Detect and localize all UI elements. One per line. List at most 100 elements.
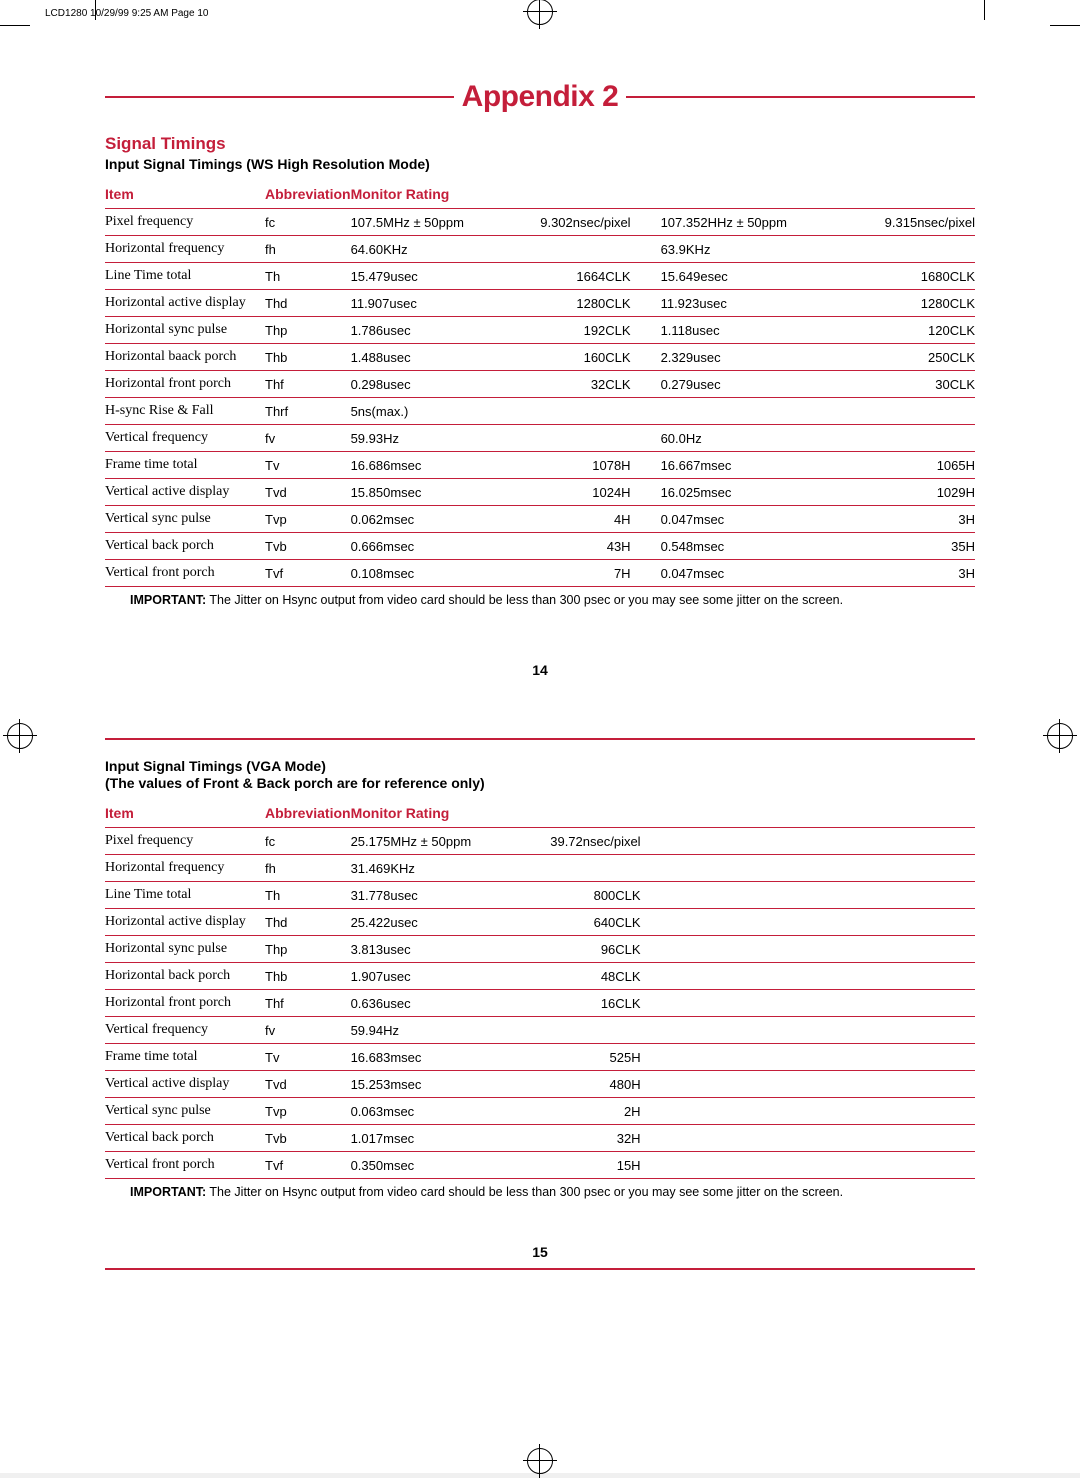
cell-item: Vertical frequency bbox=[105, 425, 265, 452]
cell-value: 0.047msec bbox=[661, 506, 826, 533]
cell-value: 60.0Hz bbox=[661, 425, 826, 452]
cell-value: 16.686msec bbox=[351, 452, 501, 479]
important-label: IMPORTANT: bbox=[130, 593, 206, 607]
cell-value: 59.93Hz bbox=[351, 425, 501, 452]
table-row: Pixel frequencyfc25.175MHz ± 50ppm39.72n… bbox=[105, 828, 975, 855]
table-row: Horizontal active displayThd11.907usec12… bbox=[105, 290, 975, 317]
cell-value: 31.469KHz bbox=[351, 855, 511, 882]
cell-abbr: fc bbox=[265, 828, 351, 855]
cell-empty bbox=[661, 990, 975, 1017]
cell-value bbox=[501, 236, 661, 263]
cell-value bbox=[826, 398, 975, 425]
cell-abbr: Tvd bbox=[265, 479, 351, 506]
cell-abbr: Tv bbox=[265, 1044, 351, 1071]
cell-value: 1.786usec bbox=[351, 317, 501, 344]
cell-value: 800CLK bbox=[511, 882, 661, 909]
cell-value: 39.72nsec/pixel bbox=[511, 828, 661, 855]
cell-abbr: Thp bbox=[265, 936, 351, 963]
cell-item: Horizontal active display bbox=[105, 290, 265, 317]
cell-value: 120CLK bbox=[826, 317, 975, 344]
cell-abbr: Tvb bbox=[265, 533, 351, 560]
appendix-title-row: Appendix 2 bbox=[105, 80, 975, 114]
cell-value bbox=[826, 425, 975, 452]
cell-value: 2.329usec bbox=[661, 344, 826, 371]
cell-item: Vertical front porch bbox=[105, 1152, 265, 1179]
cell-item: Vertical back porch bbox=[105, 1125, 265, 1152]
cell-value: 59.94Hz bbox=[351, 1017, 511, 1044]
page: LCD1280 10/29/99 9:25 AM Page 10 Appendi… bbox=[0, 0, 1080, 1473]
table-row: Horizontal sync pulseThp1.786usec192CLK1… bbox=[105, 317, 975, 344]
cell-item: Vertical back porch bbox=[105, 533, 265, 560]
cell-value: 96CLK bbox=[511, 936, 661, 963]
cell-abbr: Tvp bbox=[265, 506, 351, 533]
cell-item: Horizontal frequency bbox=[105, 236, 265, 263]
cell-empty bbox=[661, 1071, 975, 1098]
cell-value: 15.649esec bbox=[661, 263, 826, 290]
cell-item: Horizontal baack porch bbox=[105, 344, 265, 371]
col-header-abbr: Abbreviation bbox=[265, 801, 351, 828]
cell-value: 2H bbox=[511, 1098, 661, 1125]
page-number: 14 bbox=[105, 662, 975, 678]
table-row: Horizontal sync pulseThp3.813usec96CLK bbox=[105, 936, 975, 963]
cell-item: Horizontal sync pulse bbox=[105, 936, 265, 963]
cell-value: 0.108msec bbox=[351, 560, 501, 587]
table-row: Vertical back porchTvb1.017msec32H bbox=[105, 1125, 975, 1152]
cell-value: 0.666msec bbox=[351, 533, 501, 560]
cell-value: 1065H bbox=[826, 452, 975, 479]
cell-item: Vertical sync pulse bbox=[105, 1098, 265, 1125]
table-row: Vertical front porchTvf0.108msec7H0.047m… bbox=[105, 560, 975, 587]
cell-abbr: fv bbox=[265, 1017, 351, 1044]
cell-value: 16CLK bbox=[511, 990, 661, 1017]
cell-value bbox=[501, 425, 661, 452]
cell-value: 192CLK bbox=[501, 317, 661, 344]
cell-value: 0.548msec bbox=[661, 533, 826, 560]
table-row: Vertical frequencyfv59.93Hz60.0Hz bbox=[105, 425, 975, 452]
registration-mark-icon bbox=[527, 0, 553, 25]
cell-value: 0.636usec bbox=[351, 990, 511, 1017]
cell-value bbox=[661, 398, 826, 425]
slugline: LCD1280 10/29/99 9:25 AM Page 10 bbox=[45, 8, 208, 19]
section-divider bbox=[105, 738, 975, 740]
cell-abbr: Tvf bbox=[265, 1152, 351, 1179]
cell-value: 64.60KHz bbox=[351, 236, 501, 263]
cell-item: Vertical sync pulse bbox=[105, 506, 265, 533]
table-row: Horizontal back porchThb1.907usec48CLK bbox=[105, 963, 975, 990]
ws-important-note: IMPORTANT: The Jitter on Hsync output fr… bbox=[130, 593, 975, 607]
cell-value: 3H bbox=[826, 560, 975, 587]
cell-abbr: fh bbox=[265, 855, 351, 882]
col-header-item: Item bbox=[105, 801, 265, 828]
cell-empty bbox=[661, 828, 975, 855]
cell-abbr: Th bbox=[265, 882, 351, 909]
cell-value: 0.062msec bbox=[351, 506, 501, 533]
cell-value: 640CLK bbox=[511, 909, 661, 936]
cell-abbr: Tvp bbox=[265, 1098, 351, 1125]
crop-mark bbox=[0, 25, 30, 26]
table-row: Horizontal frequencyfh31.469KHz bbox=[105, 855, 975, 882]
cell-item: Vertical active display bbox=[105, 479, 265, 506]
vga-important-note: IMPORTANT: The Jitter on Hsync output fr… bbox=[130, 1185, 975, 1199]
cell-abbr: Tvd bbox=[265, 1071, 351, 1098]
col-header-rating: Monitor Rating bbox=[351, 801, 975, 828]
cell-value: 480H bbox=[511, 1071, 661, 1098]
cell-value: 15.253msec bbox=[351, 1071, 511, 1098]
cell-empty bbox=[661, 1044, 975, 1071]
cell-abbr: Thd bbox=[265, 909, 351, 936]
cell-abbr: Thf bbox=[265, 990, 351, 1017]
cell-value: 35H bbox=[826, 533, 975, 560]
cell-abbr: Thf bbox=[265, 371, 351, 398]
cell-value: 1.118usec bbox=[661, 317, 826, 344]
cell-value: 25.422usec bbox=[351, 909, 511, 936]
registration-mark-icon bbox=[7, 723, 33, 749]
cell-item: H-sync Rise & Fall bbox=[105, 398, 265, 425]
cell-empty bbox=[661, 1098, 975, 1125]
cell-abbr: Thb bbox=[265, 344, 351, 371]
cell-value: 1.017msec bbox=[351, 1125, 511, 1152]
table-row: Frame time totalTv16.686msec1078H16.667m… bbox=[105, 452, 975, 479]
cell-value: 31.778usec bbox=[351, 882, 511, 909]
cell-value: 1664CLK bbox=[501, 263, 661, 290]
ws-subtitle: Input Signal Timings (WS High Resolution… bbox=[105, 156, 975, 172]
bottom-rule bbox=[105, 1268, 975, 1270]
cell-abbr: fh bbox=[265, 236, 351, 263]
cell-value: 63.9KHz bbox=[661, 236, 826, 263]
cell-value: 3H bbox=[826, 506, 975, 533]
